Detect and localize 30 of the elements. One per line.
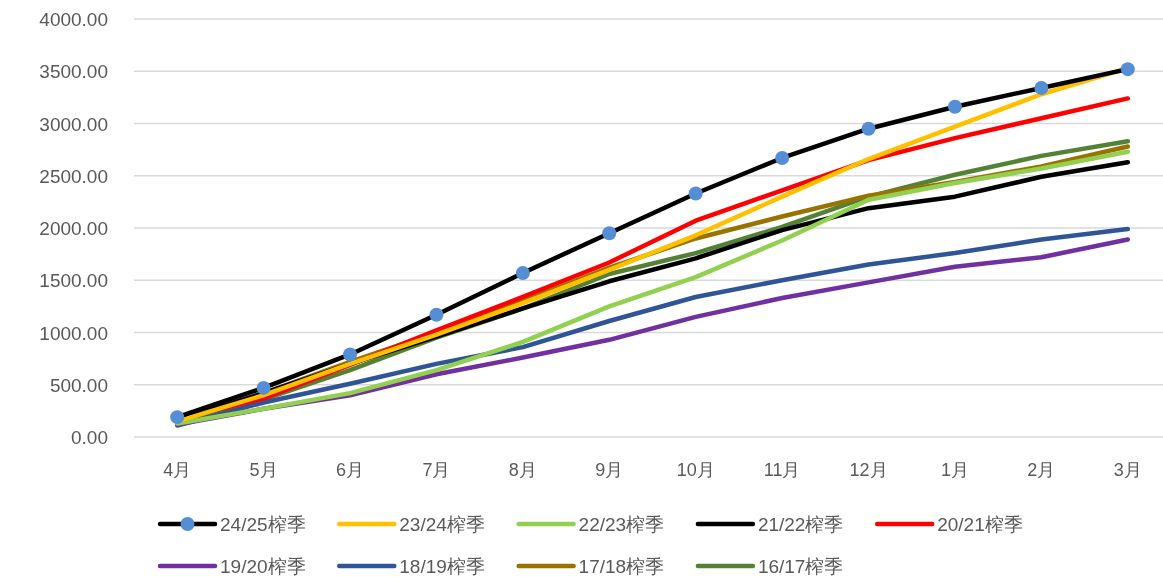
y-tick-label: 3500.00 [39, 61, 108, 83]
legend-label: 20/21榨季 [937, 514, 1023, 535]
x-tick-label: 5月 [249, 460, 278, 480]
x-tick-label: 9月 [595, 460, 624, 480]
y-tick-label: 2000.00 [39, 218, 108, 239]
x-tick-label: 7月 [422, 460, 451, 480]
x-tick-label: 1月 [940, 460, 969, 480]
y-tick-label: 1500.00 [39, 270, 108, 292]
y-tick-label: 500.00 [49, 374, 108, 396]
y-tick-label: 4000.00 [39, 9, 108, 30]
y-tick-label: 1000.00 [39, 322, 108, 344]
y-tick-label: 2500.00 [39, 165, 108, 187]
x-tick-label: 6月 [336, 460, 365, 480]
x-tick-label: 12月 [849, 460, 888, 480]
y-tick-label: 3000.00 [39, 113, 108, 135]
x-tick-label: 11月 [763, 460, 801, 480]
legend-label: 23/24榨季 [399, 514, 485, 535]
x-tick-label: 8月 [508, 460, 537, 480]
legend-label: 22/23榨季 [578, 514, 665, 535]
x-tick-label: 10月 [676, 460, 715, 480]
legend-label: 19/20榨季 [220, 556, 306, 577]
y-tick-label: 0.00 [71, 427, 108, 448]
legend-label: 21/22榨季 [757, 514, 844, 535]
legend-label: 17/18榨季 [578, 556, 665, 577]
x-tick-label: 3月 [1113, 460, 1142, 480]
legend-label: 24/25榨季 [220, 514, 306, 535]
legend-label: 18/19榨季 [399, 556, 485, 577]
x-tick-label: 4月 [163, 460, 192, 480]
legend-label: 16/17榨季 [757, 556, 844, 577]
x-tick-label: 2月 [1027, 460, 1056, 480]
